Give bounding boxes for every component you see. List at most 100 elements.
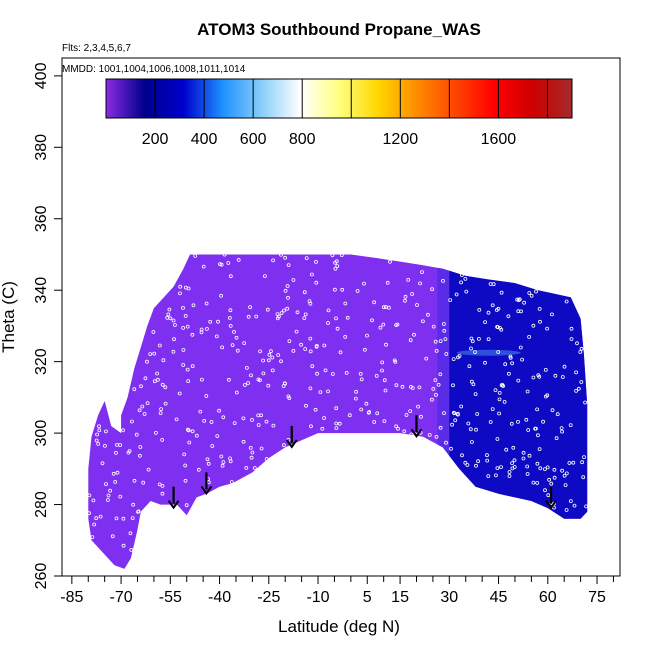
x-tick-label: 30 — [440, 589, 458, 606]
sample-point — [552, 467, 557, 472]
sample-point — [160, 437, 165, 442]
sample-point — [579, 346, 584, 351]
sample-point — [309, 424, 313, 429]
sample-point — [493, 473, 498, 478]
sample-point — [138, 445, 143, 449]
sample-point — [538, 319, 542, 324]
sample-point — [375, 411, 380, 416]
sample-point — [443, 337, 448, 342]
sample-point — [202, 418, 207, 423]
sample-point — [503, 362, 508, 367]
sample-point — [190, 364, 195, 369]
sample-point — [420, 319, 425, 324]
sample-point — [267, 352, 272, 357]
sample-point — [547, 477, 551, 482]
sample-point — [465, 463, 470, 467]
sample-point — [335, 264, 340, 269]
sample-point — [497, 390, 502, 395]
sample-point — [186, 379, 191, 384]
sample-point — [359, 407, 364, 412]
sample-point — [438, 339, 443, 344]
sample-point — [451, 410, 456, 415]
sample-point — [488, 420, 493, 424]
sample-point — [205, 457, 210, 462]
sample-point — [137, 408, 142, 413]
sample-point — [417, 385, 422, 390]
y-tick-label: 400 — [33, 62, 50, 89]
sample-point — [172, 337, 176, 342]
sample-point — [172, 323, 177, 327]
sample-point — [334, 421, 339, 426]
sample-point — [121, 543, 126, 548]
sample-point — [495, 324, 500, 329]
sample-point — [343, 301, 348, 306]
sample-point — [214, 334, 219, 339]
sample-point — [441, 322, 446, 326]
sample-point — [210, 444, 215, 448]
flight-arrow-5 — [545, 486, 557, 510]
sample-point — [249, 373, 253, 378]
sample-point — [262, 274, 267, 279]
sample-point — [483, 320, 488, 325]
sample-points — [87, 252, 588, 552]
sample-point — [208, 319, 213, 324]
sample-point — [299, 342, 304, 347]
sample-point — [183, 313, 188, 318]
sample-point — [199, 327, 204, 332]
sample-point — [527, 334, 531, 339]
sample-point — [330, 253, 335, 258]
sample-point — [449, 446, 453, 451]
sample-point — [576, 386, 581, 391]
sample-point — [552, 505, 556, 510]
sample-point — [96, 441, 101, 446]
flights-label: Flts: 2,3,4,5,6,7 — [62, 43, 131, 54]
sample-point — [454, 292, 459, 297]
sample-point — [163, 385, 168, 390]
sample-point — [338, 350, 343, 355]
sample-point — [362, 347, 367, 352]
sample-point — [383, 388, 388, 393]
sample-point — [228, 456, 232, 461]
sample-point — [473, 350, 477, 355]
sample-point — [314, 344, 319, 349]
sample-point — [261, 358, 266, 363]
sample-point — [261, 371, 266, 376]
sample-point — [582, 455, 586, 460]
sample-point — [474, 427, 478, 432]
sample-point — [181, 363, 186, 367]
colorbar-tick-label: 400 — [191, 131, 218, 148]
sample-point — [392, 358, 397, 363]
sample-point — [166, 312, 171, 317]
sample-point — [434, 392, 438, 397]
sample-point — [521, 456, 526, 461]
sample-point — [560, 468, 564, 473]
sample-point — [546, 493, 551, 498]
sample-point — [219, 454, 224, 459]
sample-point — [408, 384, 413, 389]
sample-point — [382, 419, 387, 424]
sample-point — [334, 426, 339, 431]
sample-point — [152, 379, 157, 384]
sample-point — [221, 415, 226, 420]
sample-point — [345, 315, 350, 320]
colorbar-tick-label: 800 — [289, 131, 316, 148]
sample-point — [470, 339, 475, 344]
sample-point — [244, 365, 249, 370]
sample-point — [256, 423, 261, 427]
sample-point — [510, 466, 515, 471]
sample-point — [355, 289, 360, 293]
sample-point — [92, 522, 97, 527]
sample-point — [334, 316, 338, 321]
sample-point — [256, 413, 261, 418]
y-tick-label: 300 — [33, 420, 50, 447]
sample-point — [464, 289, 469, 294]
sample-point — [234, 390, 239, 395]
sample-point — [286, 295, 290, 300]
sample-point — [244, 465, 249, 470]
sample-point — [158, 411, 163, 416]
sample-point — [181, 305, 185, 310]
sample-point — [279, 359, 283, 364]
sample-point — [394, 424, 399, 429]
sample-point — [307, 299, 312, 304]
sample-point — [579, 380, 584, 384]
